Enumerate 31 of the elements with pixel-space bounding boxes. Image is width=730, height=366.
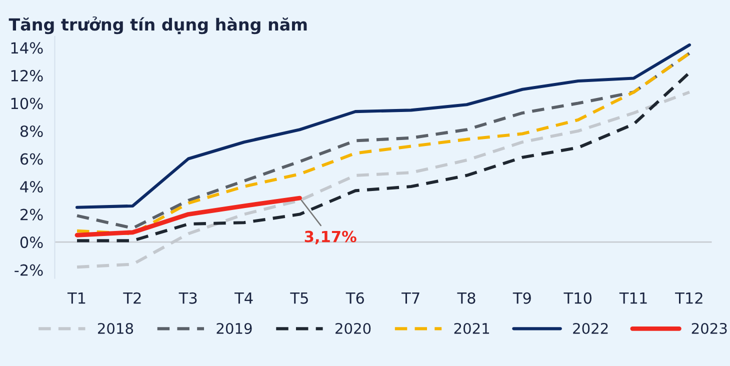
legend-label: 2019 (216, 322, 252, 334)
legend-label: 2022 (573, 322, 608, 334)
x-tick-label: T5 (290, 292, 308, 304)
x-tick-label: T7 (402, 292, 420, 304)
y-tick-label: 0% (20, 236, 43, 248)
y-tick-label: 4% (20, 181, 43, 193)
x-tick-label: T9 (512, 292, 531, 304)
y-tick-label: 6% (20, 153, 43, 165)
x-tick-label: T2 (123, 292, 141, 304)
x-tick-label: T10 (564, 292, 592, 304)
line-series (74, 196, 302, 238)
y-tick-label: -2% (14, 264, 43, 276)
x-tick-label: T3 (178, 292, 197, 304)
y-tick-label: 14% (11, 42, 43, 54)
x-tick-label: T6 (346, 292, 364, 304)
legend-label: 2020 (336, 322, 371, 334)
y-tick-label: 12% (11, 70, 43, 82)
x-tick-label: T11 (619, 292, 647, 304)
y-tick-label: 8% (20, 125, 43, 138)
legend-label: 2023 (692, 322, 727, 334)
x-tick-label: T4 (234, 292, 253, 304)
y-tick-label: 2% (20, 208, 43, 220)
x-tick-label: T12 (675, 292, 702, 304)
annotation: 3,17% (304, 230, 356, 244)
y-tick-label: 10% (11, 98, 43, 110)
x-tick-label: T8 (457, 292, 476, 304)
line-series (75, 43, 692, 209)
legend-label: 2018 (98, 322, 134, 334)
x-tick-label: T1 (67, 292, 86, 304)
legend-label: 2021 (454, 322, 490, 334)
chart-title: Tăng trưởng tín dụng hàng năm (8, 16, 307, 34)
